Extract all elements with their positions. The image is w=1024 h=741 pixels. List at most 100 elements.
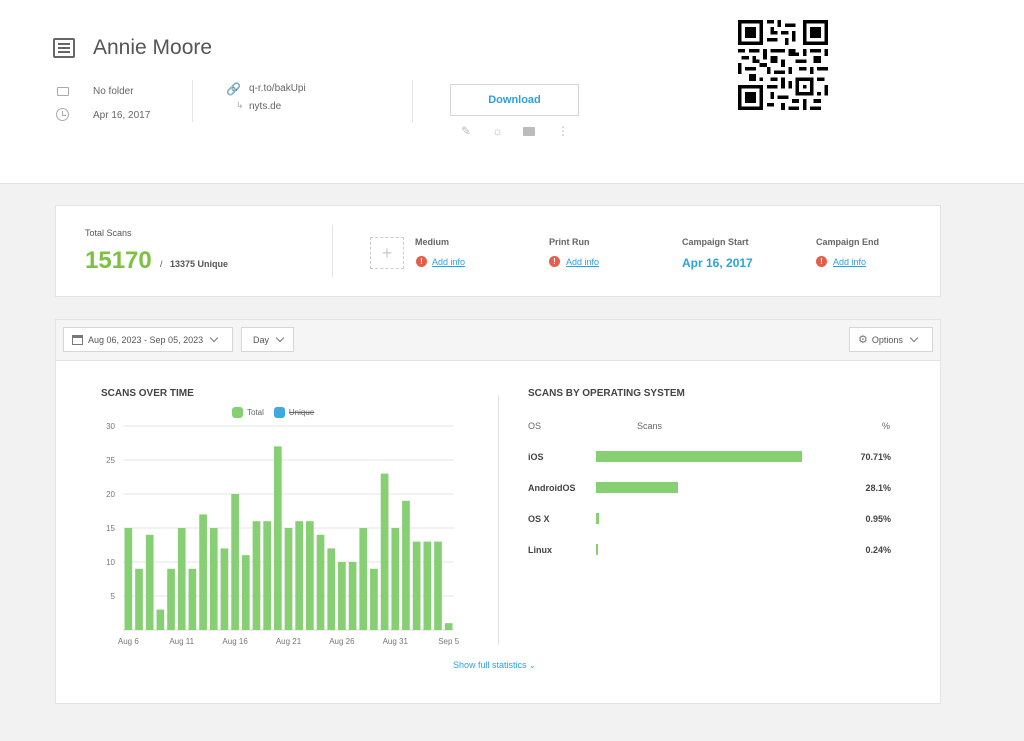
y-tick-label: 20 [106, 490, 115, 499]
x-tick-label: Aug 21 [276, 637, 302, 646]
folder-move-icon[interactable] [523, 125, 535, 139]
scans-over-time-chart: 5 10 15 20 25 30 Aug 6 Aug 11 Aug 16 Aug 21 Aug 26… [106, 422, 460, 646]
short-url[interactable]: q-r.to/bakUpi [249, 83, 306, 94]
os-row-pct: 0.24% [865, 545, 891, 555]
interval-value: Day [253, 334, 270, 345]
folder-icon [57, 87, 69, 96]
target-url[interactable]: nyts.de [249, 101, 282, 112]
bar [135, 568, 143, 630]
calendar-icon [72, 334, 83, 345]
palette-icon[interactable]: ☼ [492, 124, 503, 138]
bar [124, 528, 133, 630]
x-tick-label: Sep 5 [438, 637, 459, 646]
divider [192, 80, 193, 122]
date-range-dropdown[interactable]: Aug 06, 2023 - Sep 05, 2023 [63, 327, 233, 352]
campaign-end-label: Campaign End [816, 237, 880, 247]
chevron-down-icon [909, 333, 919, 342]
bar [338, 562, 346, 630]
scans-over-time-title: SCANS OVER TIME [101, 388, 194, 399]
bar [359, 528, 368, 630]
os-row-name: AndroidOS [528, 483, 576, 493]
total-scans-label: Total Scans [85, 228, 132, 238]
link-icon: 🔗 [226, 82, 241, 96]
bar [252, 521, 261, 630]
qr-code [738, 20, 828, 110]
bar [306, 521, 314, 630]
warning-icon: ! [816, 256, 827, 267]
campaign-start-value[interactable]: Apr 16, 2017 [682, 256, 753, 270]
bar [199, 514, 207, 630]
medium-add-info-link[interactable]: Add info [432, 257, 466, 267]
os-row-bar [596, 544, 598, 555]
bar [391, 528, 400, 630]
options-dropdown[interactable]: ⚙ Options [849, 327, 933, 352]
legend-unique[interactable]: Unique [288, 408, 315, 417]
pct-column-header: % [882, 421, 891, 431]
bar [156, 609, 165, 630]
stats-card [55, 205, 941, 297]
print-run-add-info-link[interactable]: Add info [566, 257, 600, 267]
unique-scans: / 13375 Unique [160, 259, 228, 269]
clock-icon [56, 108, 69, 121]
bar [295, 521, 304, 630]
more-icon[interactable]: ⋮ [557, 124, 569, 138]
bar [145, 534, 154, 630]
os-row-bar [596, 513, 599, 524]
download-button[interactable]: Download [450, 84, 579, 116]
show-full-statistics-label: Show full statistics [453, 660, 527, 670]
bar [177, 528, 186, 630]
folder-value[interactable]: No folder [93, 86, 134, 97]
divider [412, 80, 413, 122]
bar [434, 541, 442, 630]
warning-icon: ! [416, 256, 427, 267]
bar [412, 541, 421, 630]
bar [273, 446, 282, 630]
redirect-arrow-icon: ↳ [236, 100, 244, 110]
bar [444, 623, 453, 630]
legend-swatch-unique [273, 407, 285, 418]
os-row-name: Linux [528, 545, 552, 555]
campaign-end-add-info-link[interactable]: Add info [833, 257, 867, 267]
os-row-pct: 0.95% [865, 514, 891, 524]
bar [241, 555, 250, 630]
os-column-header: OS [528, 421, 542, 431]
x-tick-label: Aug 16 [222, 637, 248, 646]
chevron-down-icon [275, 333, 285, 342]
os-row-pct: 70.71% [860, 452, 891, 462]
document-icon [53, 38, 75, 58]
chevron-down-icon [209, 333, 219, 342]
total-scans-value: 15170 [85, 247, 152, 274]
date-range-value: Aug 06, 2023 - Sep 05, 2023 [88, 334, 204, 345]
bar [380, 473, 389, 630]
legend-total[interactable]: Total [247, 408, 264, 417]
bar [209, 528, 218, 630]
os-title: SCANS BY OPERATING SYSTEM [528, 388, 685, 399]
show-full-statistics-link[interactable]: Show full statistics ⌄ [453, 660, 536, 670]
campaign-start-label: Campaign Start [682, 237, 749, 247]
gear-icon: ⚙ [858, 334, 868, 346]
os-row-name: iOS [528, 452, 544, 462]
bar [263, 521, 271, 630]
interval-dropdown[interactable]: Day [241, 327, 294, 352]
created-date: Apr 16, 2017 [93, 110, 151, 121]
x-tick-label: Aug 11 [169, 637, 194, 646]
y-tick-label: 10 [106, 558, 115, 567]
edit-icon[interactable]: ✎ [461, 124, 472, 138]
x-tick-label: Aug 31 [383, 637, 409, 646]
print-run-label: Print Run [549, 237, 590, 247]
bar [327, 548, 336, 630]
unique-value: 13375 Unique [170, 259, 229, 269]
x-tick-label: Aug 26 [329, 637, 355, 646]
y-tick-label: 30 [106, 422, 115, 431]
y-tick-label: 25 [106, 456, 115, 465]
bar [284, 528, 293, 630]
os-row-bar [596, 451, 802, 462]
y-tick-label: 5 [111, 592, 116, 601]
scans-column-header: Scans [637, 421, 663, 431]
legend-swatch-total [232, 407, 243, 418]
add-medium-image[interactable]: + [370, 237, 404, 269]
bar [231, 494, 239, 630]
chevron-down-icon: ⌄ [529, 661, 536, 670]
os-row-bar [596, 482, 678, 493]
bar [188, 568, 197, 630]
